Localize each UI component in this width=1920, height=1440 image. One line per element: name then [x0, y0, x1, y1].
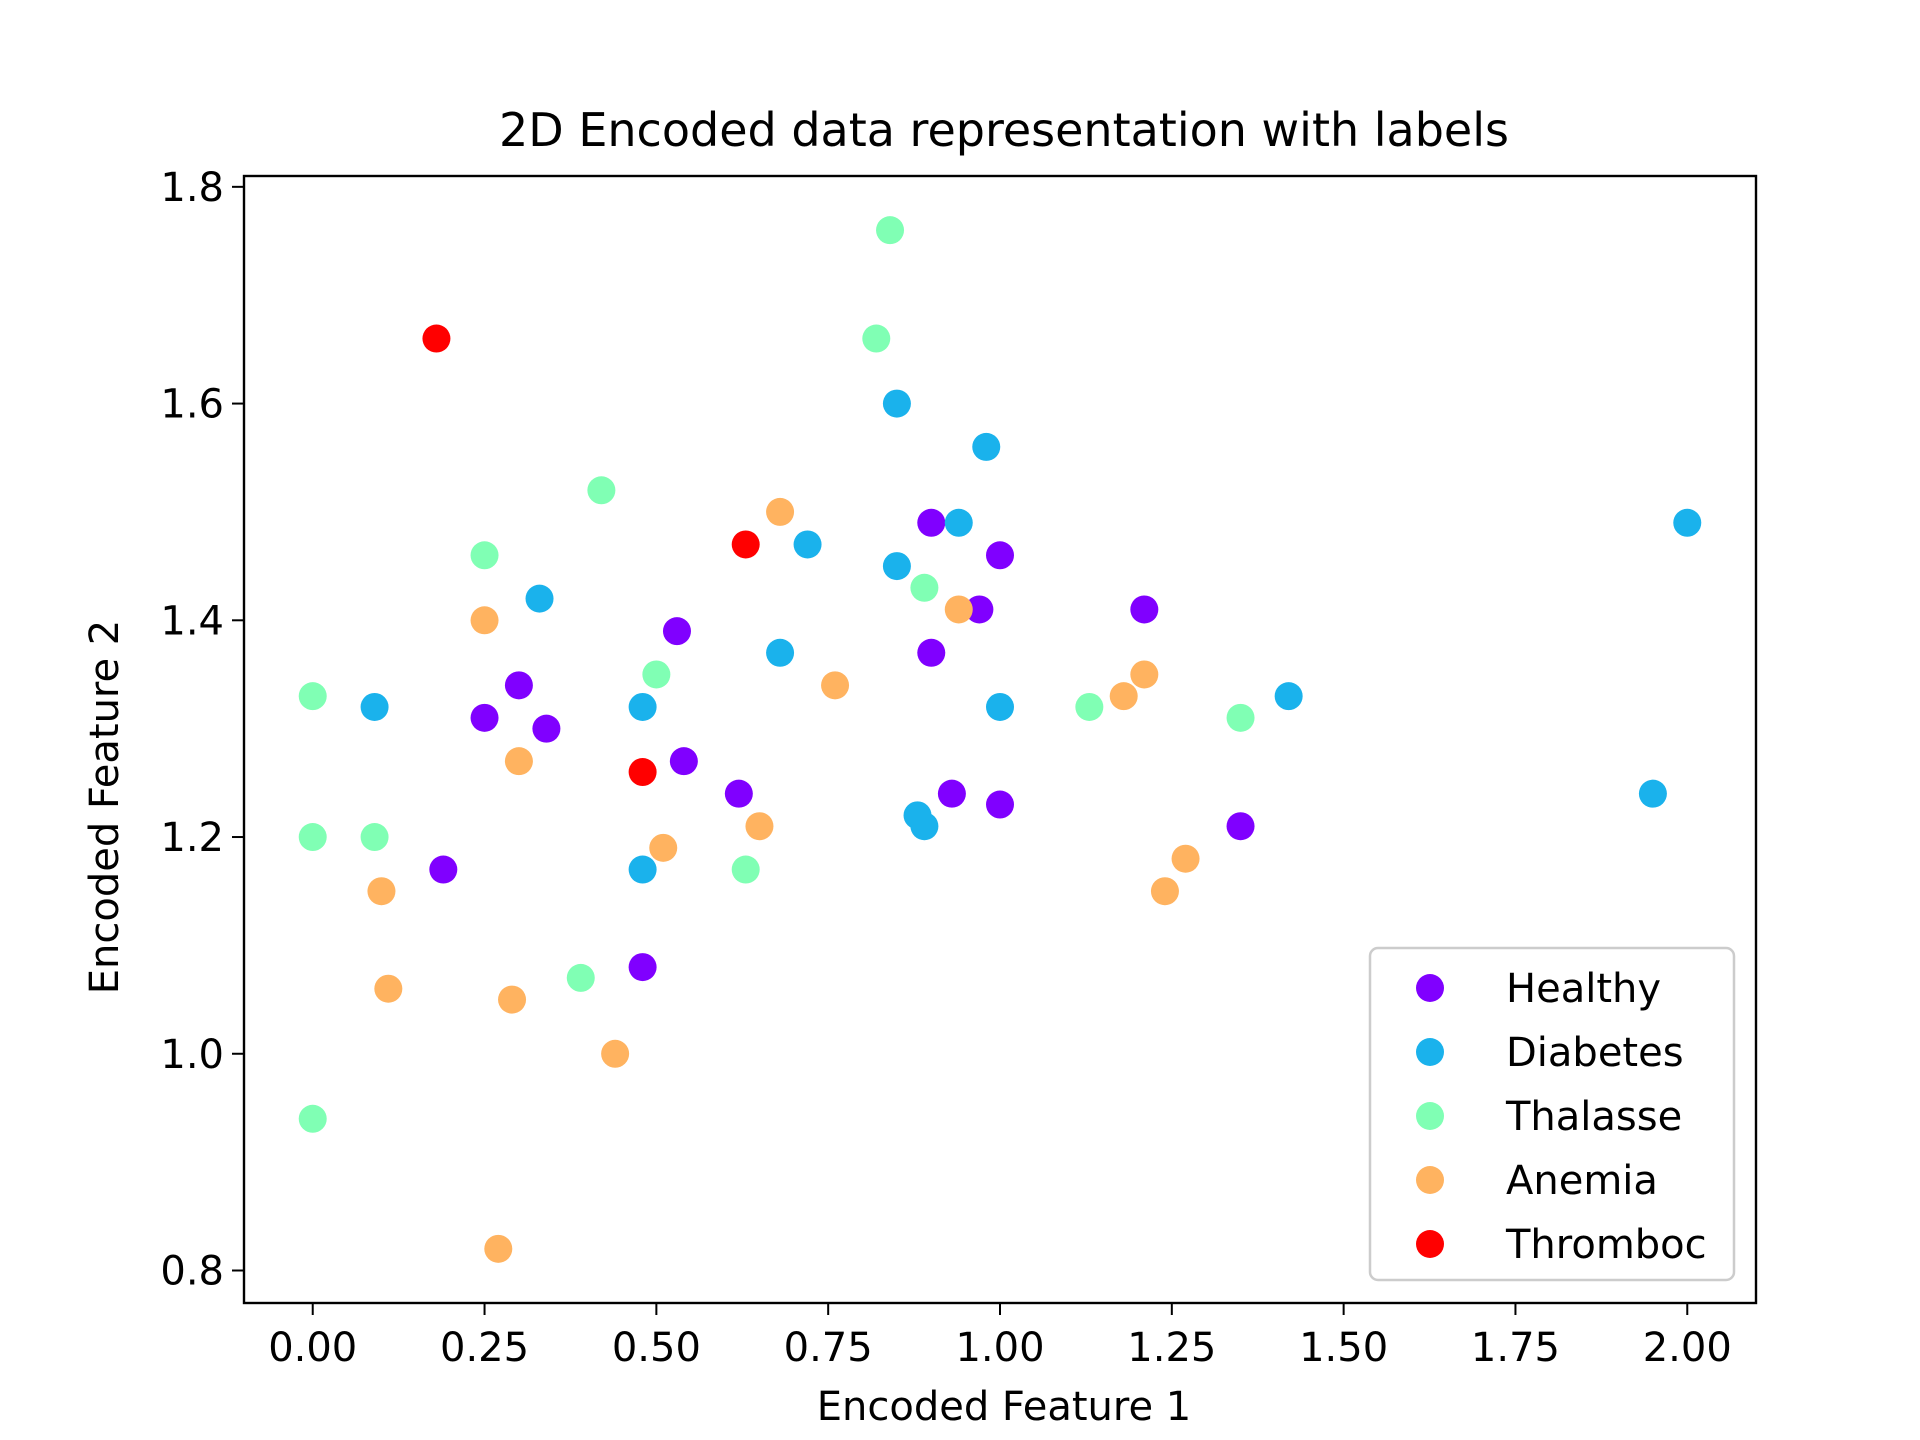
point-0-10 [724, 779, 753, 808]
point-0-13 [1226, 812, 1255, 841]
point-4-0 [422, 324, 451, 353]
x-axis: 0.00 0.25 0.50 0.75 1.00 1.25 1.50 1.75 2.00 [268, 1303, 1732, 1371]
point-3-14 [601, 1039, 630, 1068]
point-3-5 [1109, 682, 1138, 711]
point-0-5 [1130, 595, 1159, 624]
point-3-10 [367, 877, 396, 906]
x-tick-label: 0.50 [612, 1325, 701, 1371]
point-1-6 [525, 584, 554, 613]
y-tick-label: 1.8 [160, 165, 224, 211]
y-tick-label: 0.8 [160, 1248, 224, 1294]
x-tick-label: 2.00 [1643, 1325, 1732, 1371]
y-axis-label: Encoded Feature 2 [82, 620, 128, 995]
point-2-5 [298, 682, 327, 711]
point-0-15 [628, 953, 657, 982]
point-0-0 [917, 508, 946, 537]
point-2-3 [470, 541, 499, 570]
point-3-7 [745, 812, 774, 841]
y-tick-label: 1.6 [160, 382, 224, 428]
legend-marker-1 [1416, 1038, 1444, 1066]
legend: Healthy Diabetes Thalasse Anemia Thromboc [1368, 946, 1736, 1282]
point-1-14 [910, 812, 939, 841]
point-3-6 [504, 747, 533, 776]
point-0-12 [986, 790, 1014, 819]
point-1-5 [882, 552, 911, 581]
point-3-1 [470, 606, 499, 635]
legend-label-3: Anemia [1506, 1158, 1658, 1204]
point-4-2 [628, 758, 657, 787]
point-1-3 [944, 508, 973, 537]
point-0-2 [662, 617, 691, 646]
point-0-6 [504, 671, 533, 700]
legend-label-1: Diabetes [1506, 1030, 1684, 1076]
point-1-1 [972, 432, 1001, 461]
y-tick-label: 1.0 [160, 1032, 224, 1078]
point-2-1 [862, 324, 891, 353]
point-3-13 [498, 985, 527, 1014]
point-3-8 [649, 833, 678, 862]
point-0-11 [937, 779, 966, 808]
x-tick-label: 1.50 [1299, 1325, 1388, 1371]
legend-marker-3 [1416, 1166, 1444, 1194]
legend-marker-0 [1416, 974, 1444, 1002]
point-3-15 [484, 1234, 513, 1263]
point-1-7 [766, 638, 795, 667]
x-tick-label: 0.75 [784, 1325, 873, 1371]
point-1-0 [882, 389, 911, 418]
point-3-3 [821, 671, 850, 700]
y-tick-label: 1.4 [160, 598, 224, 644]
point-0-14 [429, 855, 458, 884]
point-0-1 [986, 541, 1014, 570]
point-1-9 [628, 692, 657, 721]
chart-title: 2D Encoded data representation with labe… [499, 103, 1509, 157]
point-1-4 [793, 530, 822, 559]
y-tick-label: 1.2 [160, 815, 224, 861]
point-2-7 [1075, 692, 1104, 721]
point-2-12 [566, 963, 595, 992]
point-3-12 [374, 974, 403, 1003]
point-3-4 [1130, 660, 1159, 689]
point-0-8 [532, 714, 561, 743]
point-1-10 [986, 692, 1014, 721]
point-1-12 [1638, 779, 1667, 808]
point-2-6 [642, 660, 671, 689]
y-axis: 0.8 1.0 1.2 1.4 1.6 1.8 [160, 165, 244, 1294]
x-tick-label: 1.75 [1471, 1325, 1560, 1371]
point-3-0 [766, 497, 795, 526]
point-2-13 [298, 1104, 327, 1133]
point-0-3 [965, 595, 994, 624]
legend-box [1368, 946, 1736, 1282]
point-2-0 [876, 216, 905, 245]
point-3-11 [1150, 877, 1179, 906]
x-tick-label: 0.25 [440, 1325, 529, 1371]
legend-label-2: Thalasse [1505, 1094, 1682, 1140]
point-1-2 [1673, 508, 1702, 537]
point-2-2 [587, 476, 616, 505]
point-0-4 [917, 638, 946, 667]
point-2-10 [360, 823, 389, 852]
x-axis-label: Encoded Feature 1 [817, 1384, 1192, 1430]
x-tick-label: 0.00 [268, 1325, 357, 1371]
point-2-8 [1226, 703, 1255, 732]
legend-label-4: Thromboc [1505, 1222, 1707, 1268]
point-3-2 [944, 595, 973, 624]
point-0-7 [470, 703, 499, 732]
legend-marker-2 [1416, 1102, 1444, 1130]
point-4-1 [731, 530, 760, 559]
legend-marker-4 [1416, 1230, 1444, 1258]
point-0-9 [669, 747, 698, 776]
point-2-9 [298, 823, 327, 852]
point-1-11 [1274, 682, 1303, 711]
point-2-11 [731, 855, 760, 884]
point-2-4 [910, 573, 939, 602]
x-tick-label: 1.00 [955, 1325, 1044, 1371]
point-1-15 [628, 855, 657, 884]
legend-label-0: Healthy [1506, 966, 1661, 1012]
x-tick-label: 1.25 [1127, 1325, 1216, 1371]
point-1-8 [360, 692, 389, 721]
point-3-9 [1171, 844, 1200, 873]
